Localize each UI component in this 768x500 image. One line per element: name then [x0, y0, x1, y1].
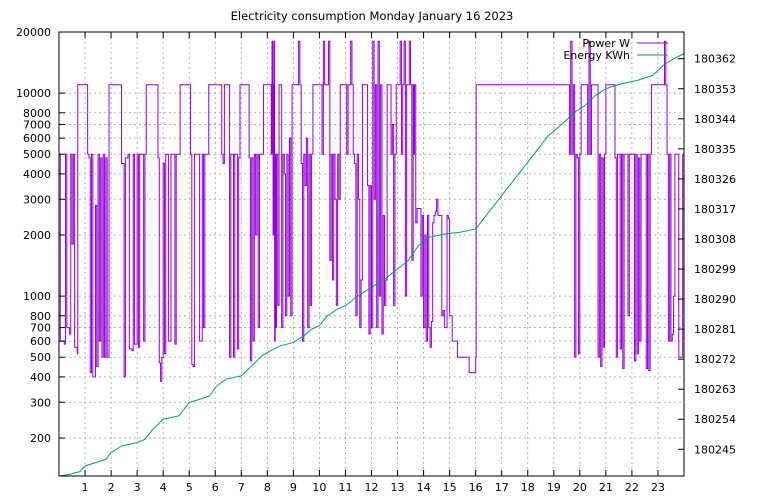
y-left-tick-label-3000: 3000	[23, 193, 51, 206]
y-left-tick-label-600: 600	[30, 335, 51, 348]
y-left-tick-label-500: 500	[30, 351, 51, 364]
x-tick-label-5: 5	[186, 481, 193, 494]
x-tick-label-12: 12	[365, 481, 379, 494]
x-tick-label-2: 2	[108, 481, 115, 494]
y-left-tick-label-8000: 8000	[23, 107, 51, 120]
x-tick-label-14: 14	[417, 481, 431, 494]
y-right-tick-label-180245: 180245	[694, 443, 736, 456]
y-right-tick-label-180263: 180263	[694, 383, 736, 396]
y-right-tick-label-180353: 180353	[694, 83, 736, 96]
y-right-tick-label-180308: 180308	[694, 233, 736, 246]
axis-ticks: 1 2 3 4 5 6 7 8 9 10 11 12 13 14 15 16 17 18 19 20 21 22 23200…	[16, 26, 736, 494]
x-tick-label-1: 1	[82, 481, 89, 494]
y-left-tick-label-6000: 6000	[23, 132, 51, 145]
chart-title: Electricity consumption Monday January 1…	[231, 9, 514, 23]
y-right-tick-label-180362: 180362	[694, 53, 736, 66]
series-layer	[58, 40, 685, 477]
y-right-tick-label-180281: 180281	[694, 323, 736, 336]
x-tick-label-7: 7	[238, 481, 245, 494]
y-left-tick-label-5000: 5000	[23, 148, 51, 161]
x-tick-label-18: 18	[521, 481, 535, 494]
x-tick-label-3: 3	[134, 481, 141, 494]
y-left-tick-label-10000: 10000	[16, 87, 51, 100]
x-tick-label-8: 8	[264, 481, 271, 494]
x-tick-label-4: 4	[160, 481, 167, 494]
y-left-tick-label-400: 400	[30, 371, 51, 384]
x-tick-label-9: 9	[290, 481, 297, 494]
y-left-tick-label-2000: 2000	[23, 229, 51, 242]
y-left-tick-label-4000: 4000	[23, 168, 51, 181]
y-left-tick-label-7000: 7000	[23, 119, 51, 132]
x-tick-label-10: 10	[312, 481, 326, 494]
y-left-tick-label-700: 700	[30, 322, 51, 335]
y-left-tick-label-20000: 20000	[16, 26, 51, 39]
legend: Power W Energy KWh	[563, 37, 668, 62]
y-right-tick-label-180290: 180290	[694, 293, 736, 306]
x-tick-label-16: 16	[469, 481, 483, 494]
legend-label-power: Power W	[582, 37, 630, 50]
x-tick-label-22: 22	[625, 481, 639, 494]
y-right-tick-label-180272: 180272	[694, 353, 736, 366]
y-right-tick-label-180299: 180299	[694, 263, 736, 276]
x-tick-label-6: 6	[212, 481, 219, 494]
x-tick-label-21: 21	[599, 481, 613, 494]
x-tick-label-19: 19	[547, 481, 561, 494]
x-tick-label-20: 20	[573, 481, 587, 494]
y-right-tick-label-180254: 180254	[694, 413, 736, 426]
y-right-tick-label-180344: 180344	[694, 113, 736, 126]
y-left-tick-label-1000: 1000	[23, 290, 51, 303]
y-left-tick-label-800: 800	[30, 310, 51, 323]
x-tick-label-17: 17	[495, 481, 509, 494]
y-left-tick-label-200: 200	[30, 432, 51, 445]
x-tick-label-11: 11	[338, 481, 352, 494]
x-tick-label-13: 13	[391, 481, 405, 494]
y-right-tick-label-180335: 180335	[694, 143, 736, 156]
x-tick-label-23: 23	[651, 481, 665, 494]
y-right-tick-label-180317: 180317	[694, 203, 736, 216]
legend-label-energy: Energy KWh	[563, 49, 630, 62]
series-energy-line	[58, 53, 685, 477]
y-right-tick-label-180326: 180326	[694, 173, 736, 186]
y-left-tick-label-300: 300	[30, 396, 51, 409]
x-tick-label-15: 15	[443, 481, 457, 494]
series-power-line	[59, 40, 684, 382]
